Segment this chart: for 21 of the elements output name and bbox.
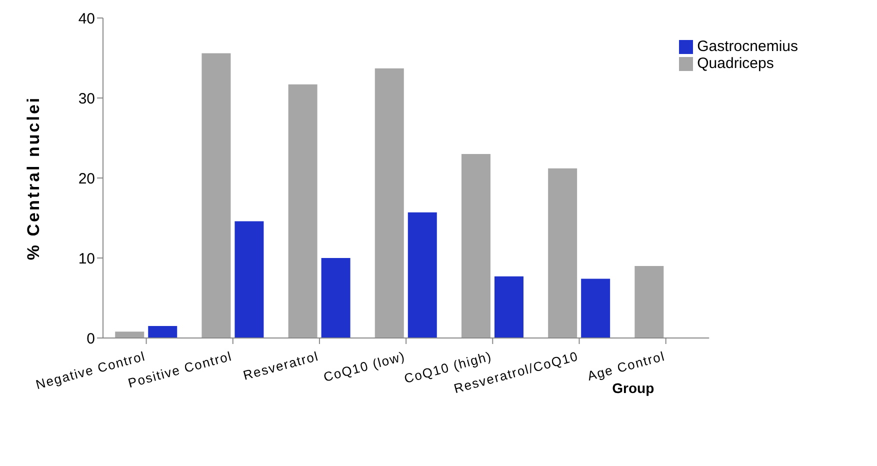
- bar: [321, 258, 350, 338]
- bar: [461, 154, 490, 338]
- bar: [581, 278, 610, 338]
- y-tick-label: 40: [78, 10, 95, 28]
- bar: [202, 53, 231, 338]
- bar: [548, 168, 578, 338]
- bar: [234, 221, 264, 338]
- y-tick-label: 30: [78, 90, 95, 108]
- bar: [374, 68, 404, 338]
- legend-label: Quadriceps: [697, 55, 774, 72]
- bar: [115, 332, 144, 338]
- bar: [288, 84, 318, 338]
- bar: [148, 326, 178, 338]
- bar: [634, 266, 664, 338]
- bar: [408, 212, 437, 338]
- y-tick-label: 0: [86, 330, 95, 348]
- y-axis-title: % Central nuclei: [24, 96, 44, 260]
- legend-label: Gastrocnemius: [697, 38, 798, 55]
- bar: [494, 276, 524, 338]
- y-tick-label: 20: [78, 170, 95, 188]
- y-tick-label: 10: [78, 250, 95, 268]
